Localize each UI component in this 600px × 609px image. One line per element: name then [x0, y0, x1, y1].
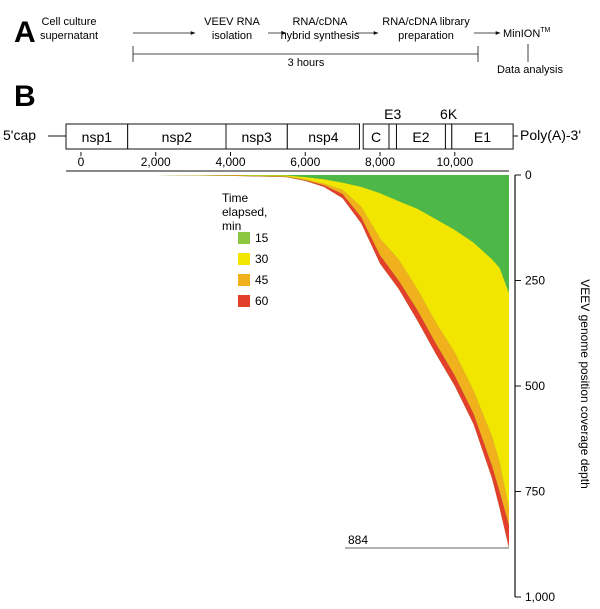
x-tick-label: 8,000 [365, 155, 395, 169]
gene-label-nsp3: nsp3 [241, 129, 272, 145]
legend-title-line-3: min [222, 219, 241, 233]
legend-title-line-2: elapsed, [222, 205, 267, 219]
legend-label-45: 45 [255, 273, 269, 287]
gene-box-e3 [388, 123, 397, 150]
duration-label: 3 hours [288, 57, 325, 69]
legend-swatch-30 [238, 253, 250, 265]
step-2-line-2: isolation [212, 30, 252, 42]
y-axis: 0 250 500 750 1,000 [514, 168, 555, 604]
output-label: Data analysis [497, 64, 564, 76]
step-3-line-2: hybrid synthesis [281, 30, 360, 42]
step-1-line-1: Cell culture [41, 16, 96, 28]
gene-label-6k: 6K [440, 106, 458, 122]
step-3-line-1: RNA/cDNA [292, 16, 348, 28]
tail-label: Poly(A)-3ʹ [520, 127, 581, 143]
gene-label-nsp2: nsp2 [162, 129, 193, 145]
legend-items: 15 30 45 60 [238, 231, 269, 308]
panel-a-letter: A [14, 16, 36, 49]
coverage-band-45-min [66, 175, 509, 526]
gene-box-nsp4 [286, 123, 360, 150]
legend-title: Time elapsed, min [222, 191, 271, 233]
x-tick-label: 0 [78, 155, 85, 169]
y-axis-label: VEEV genome position coverage depth [578, 279, 592, 488]
gene-label-nsp1: nsp1 [82, 129, 113, 145]
panel-b: B 5ʹcap Poly(A)-3ʹ nsp1 nsp2 nsp3 nsp4 CE3 E2… [3, 80, 592, 604]
annotation-label: 884 [348, 533, 368, 547]
y-tick-label: 0 [525, 168, 532, 182]
legend-label-30: 30 [255, 252, 269, 266]
minion-text: MinION [503, 28, 540, 40]
legend: Time elapsed, min 15 30 45 60 [222, 191, 271, 308]
gene-box-6k [444, 123, 453, 150]
gene-box-nsp3 [225, 123, 288, 150]
y-tick-label: 750 [525, 485, 545, 499]
coverage-band-30-min [66, 175, 509, 509]
gene-label-e1: E1 [474, 129, 491, 145]
genome-map: nsp1 nsp2 nsp3 nsp4 CE3 E2 6K E1 [65, 106, 518, 150]
step-2-line-1: VEEV RNA [204, 16, 260, 28]
legend-label-15: 15 [255, 231, 269, 245]
x-tick-label: 2,000 [141, 155, 171, 169]
panel-b-letter: B [14, 80, 36, 113]
legend-swatch-15 [238, 232, 250, 244]
step-5-minion: MinIONTM [503, 27, 551, 40]
legend-title-line-1: Time [222, 191, 249, 205]
coverage-areas [66, 175, 509, 549]
x-axis: 0 2,000 4,000 6,000 8,000 10,000 [66, 152, 509, 172]
gene-label-e3: E3 [384, 106, 401, 122]
step-1-line-2: supernatant [40, 30, 98, 42]
y-tick-label: 250 [525, 274, 545, 288]
coverage-top-band [66, 175, 509, 294]
minion-trademark: TM [540, 27, 550, 34]
step-4-line-1: RNA/cDNA library [382, 16, 470, 28]
x-tick-label: 6,000 [290, 155, 320, 169]
x-tick-label: 10,000 [436, 155, 473, 169]
step-4-line-2: preparation [398, 30, 454, 42]
y-tick-label: 1,000 [525, 590, 555, 604]
legend-label-60: 60 [255, 294, 269, 308]
gene-box-e2 [395, 123, 446, 150]
gene-label-c: C [371, 129, 381, 145]
gene-box-nsp2 [127, 123, 227, 150]
gene-label-e2: E2 [412, 129, 429, 145]
legend-swatch-60 [238, 295, 250, 307]
gene-box-e1 [451, 123, 514, 150]
gene-label-nsp4: nsp4 [308, 129, 339, 145]
y-tick-label: 500 [525, 379, 545, 393]
x-tick-label: 4,000 [215, 155, 245, 169]
panel-a: A Cell culture supernatant VEEV RNA isol… [14, 16, 564, 76]
legend-swatch-45 [238, 274, 250, 286]
cap-label: 5ʹcap [3, 127, 36, 143]
gene-box-c [362, 123, 390, 150]
